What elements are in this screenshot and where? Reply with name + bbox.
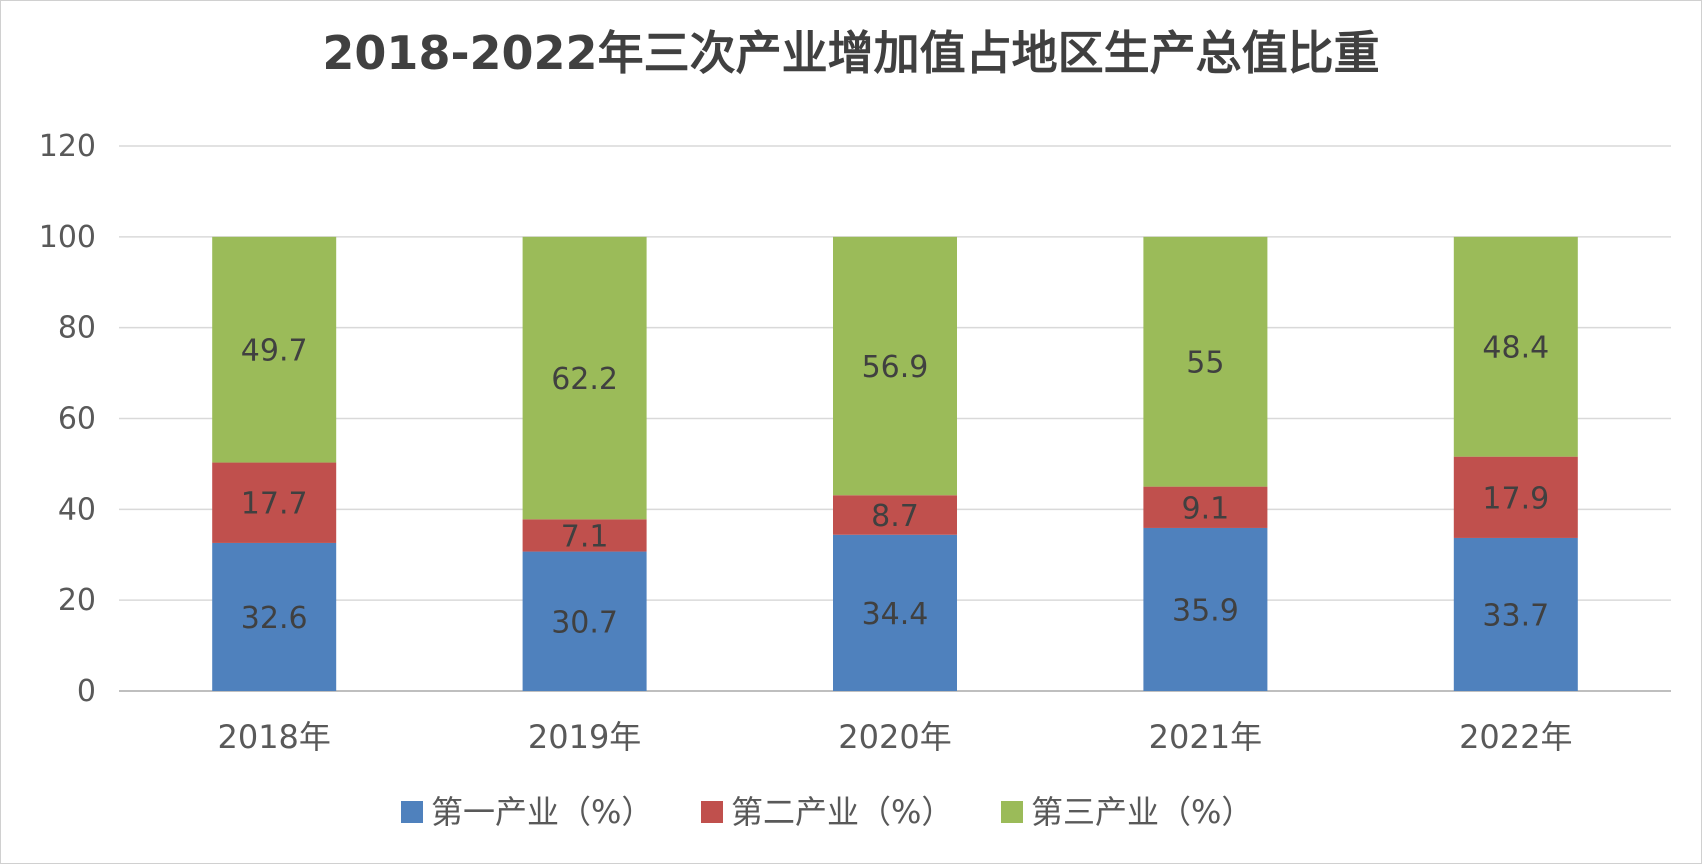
bar-segment xyxy=(1453,537,1578,691)
y-tick-label: 20 xyxy=(58,583,96,618)
x-tick-label: 2021年 xyxy=(1149,718,1262,756)
y-tick-label: 40 xyxy=(58,492,96,527)
bar-segment xyxy=(522,551,647,691)
legend-swatch xyxy=(701,801,723,823)
data-label: 17.7 xyxy=(241,487,308,522)
bar-segment xyxy=(1143,486,1268,528)
data-label: 7.1 xyxy=(561,519,609,554)
bar-segment xyxy=(833,236,957,496)
data-label: 55 xyxy=(1186,346,1224,381)
bar-segment xyxy=(1453,236,1578,457)
bar-segment xyxy=(522,519,647,552)
legend-swatch xyxy=(401,801,423,823)
y-tick-label: 80 xyxy=(58,311,96,346)
data-label: 32.6 xyxy=(241,601,308,636)
x-tick-label: 2019年 xyxy=(528,718,641,756)
legend-label: 第一产业（%） xyxy=(431,793,653,831)
bar-segment xyxy=(833,534,957,691)
bar-segment xyxy=(1143,236,1268,487)
bar-segment xyxy=(212,236,337,463)
data-label: 9.1 xyxy=(1182,491,1230,526)
data-label: 33.7 xyxy=(1482,598,1549,633)
y-tick-label: 100 xyxy=(39,220,96,255)
data-label: 8.7 xyxy=(871,499,919,534)
data-label: 35.9 xyxy=(1172,593,1239,628)
bar-segment xyxy=(522,236,647,520)
x-tick-label: 2020年 xyxy=(838,718,951,756)
chart-title: 2018-2022年三次产业增加值占地区生产总值比重 xyxy=(322,26,1379,80)
x-tick-label: 2022年 xyxy=(1459,718,1572,756)
y-tick-label: 60 xyxy=(58,402,96,437)
x-tick-label: 2018年 xyxy=(217,718,330,756)
legend-label: 第三产业（%） xyxy=(1031,793,1253,831)
y-tick-label: 0 xyxy=(77,674,96,709)
y-tick-label: 120 xyxy=(39,129,96,164)
bar-segment xyxy=(212,542,337,691)
y-axis: 0 20 40 60 80 100 120 xyxy=(39,129,96,709)
data-label: 48.4 xyxy=(1482,331,1549,366)
bar-segment xyxy=(833,495,957,535)
legend-label: 第二产业（%） xyxy=(731,793,953,831)
data-label: 17.9 xyxy=(1482,481,1549,516)
bar-segment xyxy=(1143,527,1268,691)
bar-segment xyxy=(1453,456,1578,538)
x-axis: 2018年 2019年 2020年 2021年 2022年 xyxy=(217,718,1572,756)
bars: 32.6 17.7 49.7 30.7 7.1 62.2 34.4 8.7 56.9 35.9 9.… xyxy=(212,236,1578,691)
data-label: 49.7 xyxy=(241,334,308,369)
bar-segment xyxy=(212,462,337,543)
data-label: 30.7 xyxy=(551,605,618,640)
data-label: 62.2 xyxy=(551,362,618,397)
legend: 第一产业（%） 第二产业（%） 第三产业（%） xyxy=(401,793,1253,831)
data-label: 34.4 xyxy=(862,597,929,632)
data-label: 56.9 xyxy=(862,350,929,385)
legend-swatch xyxy=(1001,801,1023,823)
